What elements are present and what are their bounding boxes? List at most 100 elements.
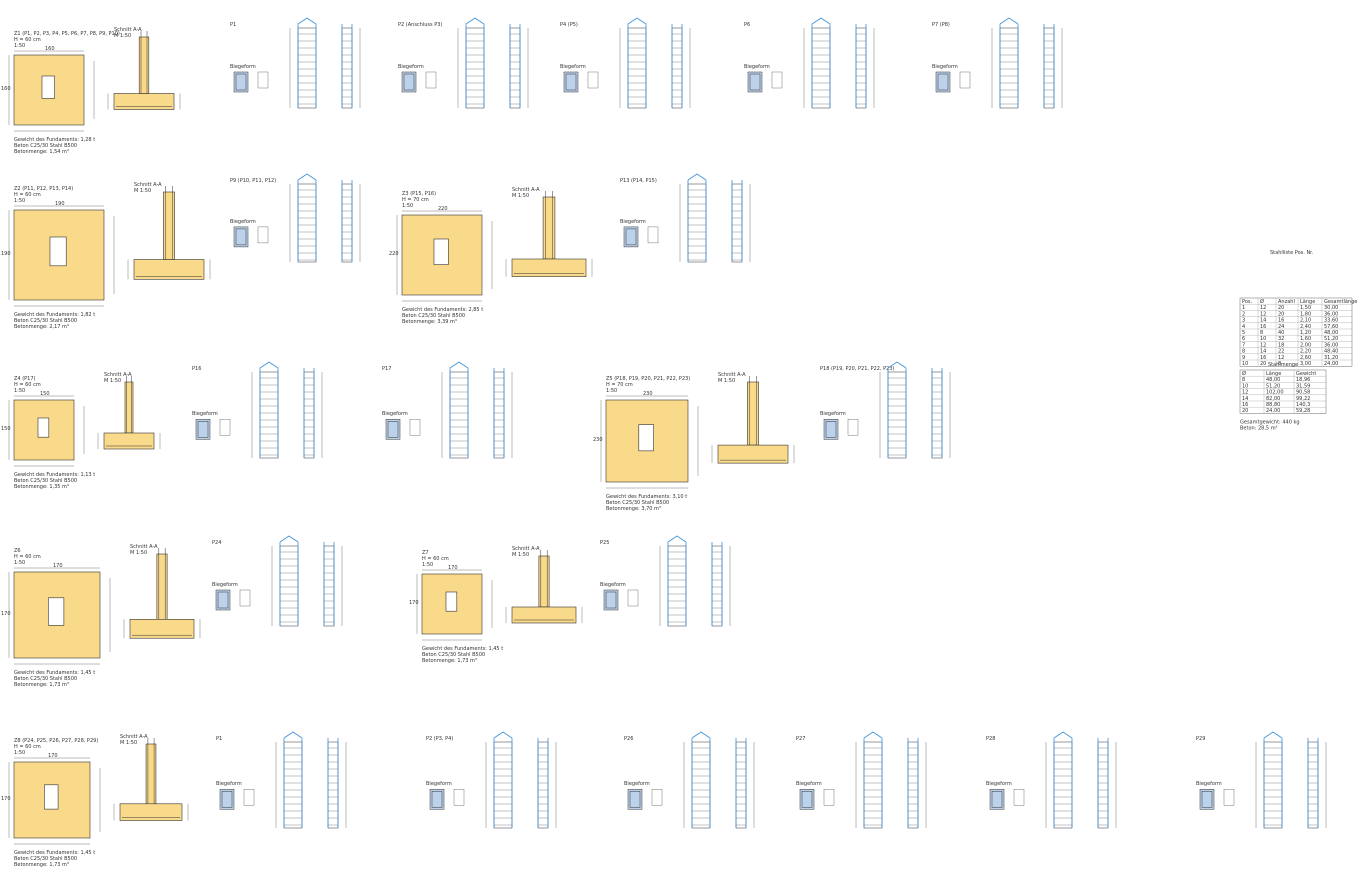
table-cell: 1,60	[1300, 336, 1311, 342]
foundation-note: Beton C25/30 Stahl B500	[14, 318, 77, 324]
column-cross-section	[385, 419, 401, 440]
hook-line	[811, 17, 831, 25]
stirrup-shape	[651, 789, 663, 806]
column-cross-section	[603, 589, 619, 611]
stirrup	[221, 791, 233, 808]
foundation-note: Beton C25/30 Stahl B500	[402, 313, 465, 319]
stirrup	[605, 591, 617, 609]
column-outline	[48, 597, 65, 626]
table-cell: 30,00	[1324, 305, 1338, 311]
foundation-note: Betonmenge: 1,35 m³	[14, 484, 69, 490]
table-cell: 18,96	[1296, 377, 1310, 383]
footing-section	[511, 606, 577, 624]
column-outline	[37, 417, 50, 438]
table-cell: 88,80	[1266, 402, 1280, 408]
table-cell: 8	[1242, 377, 1245, 383]
column-cross-section	[233, 71, 249, 93]
table-cell: 32	[1278, 336, 1284, 342]
stirrup	[235, 228, 247, 246]
section-scale: M 1:50	[512, 193, 529, 199]
table-cell: 31,59	[1296, 383, 1310, 389]
foundation-note: Beton C25/30 Stahl B500	[422, 652, 485, 658]
table-cell: 59,28	[1296, 408, 1310, 414]
plan-width-label: 220	[438, 206, 448, 212]
table-cell: 2,20	[1300, 349, 1311, 355]
foundation-note: Betonmenge: 1,73 m³	[14, 862, 69, 868]
bending-label: Biegeform	[192, 411, 218, 417]
table-header: Anzahl	[1278, 299, 1295, 305]
table-cell: 10	[1242, 361, 1248, 367]
column-label: P29	[1196, 736, 1205, 742]
foundation-scale: 1:50	[606, 388, 617, 394]
column-stem	[163, 191, 175, 260]
reinforcement-cage-side	[323, 545, 335, 627]
stirrup	[749, 73, 761, 91]
plan-height-label: 150	[1, 426, 11, 432]
column-cross-section	[627, 789, 643, 810]
table-cell: 22	[1278, 349, 1284, 355]
stirrup-shape	[1223, 789, 1235, 806]
table-cell: 90,58	[1296, 390, 1310, 396]
column-outline	[44, 784, 59, 810]
column-cross-section	[989, 789, 1005, 810]
summary-table: Stahlmenge Ø Länge Gewicht 8 48,00 18,96 10 51,2…	[1239, 362, 1327, 431]
foundation-note: Gewicht des Fundaments: 1,28 t	[14, 137, 95, 143]
bending-label: Biegeform	[382, 411, 408, 417]
column-c15: P26 Biegeform	[624, 731, 755, 829]
column-label: P26	[624, 736, 633, 742]
hook-line	[627, 17, 647, 25]
foundation-scale: 1:50	[402, 203, 413, 209]
table-cell: 31,20	[1324, 355, 1338, 361]
stirrup	[625, 228, 637, 246]
bending-label: Biegeform	[600, 582, 626, 588]
plan-width-label: 160	[45, 46, 55, 52]
column-outline	[49, 236, 67, 267]
plan-height-label: 220	[389, 251, 399, 257]
foundation-note: Betonmenge: 1,73 m³	[14, 682, 69, 688]
column-cross-section	[215, 589, 231, 611]
table-cell: 24,00	[1324, 361, 1338, 367]
foundation-f3: Z3 (P15, P16)H = 70 cm1:50 220 220 Gewicht …	[389, 187, 593, 325]
column-c17: P28 Biegeform	[986, 731, 1117, 829]
hook-line	[449, 361, 469, 369]
column-c14: P2 (P3, P4) Biegeform	[426, 731, 557, 829]
column-outline	[445, 591, 458, 612]
column-cross-section	[1199, 789, 1215, 810]
section-label: Schnitt A-A	[130, 544, 158, 550]
column-c6: P9 (P10, P11, P12) Biegeform	[230, 173, 361, 263]
column-stem	[124, 381, 134, 434]
column-cross-section	[823, 419, 839, 440]
column-cross-section	[623, 226, 639, 248]
table-cell: 12	[1260, 311, 1266, 317]
plan-width-label: 150	[40, 391, 50, 397]
hook-line	[667, 535, 687, 543]
table-cell: 10	[1242, 383, 1248, 389]
stirrup-shape	[647, 226, 659, 244]
table-cell: 18	[1278, 342, 1284, 348]
stirrup-shape	[257, 226, 269, 244]
stirrup	[197, 421, 209, 438]
table-cell: 82,00	[1266, 396, 1280, 402]
stirrup-shape	[219, 419, 231, 436]
stirrup-shape	[823, 789, 835, 806]
section-label: Schnitt A-A	[114, 27, 142, 33]
table-header: Pos.	[1242, 299, 1253, 305]
column-c3: P4 (P5) Biegeform	[560, 17, 691, 109]
foundation-note: Betonmenge: 1,73 m³	[422, 658, 477, 664]
table-cell: 8	[1278, 361, 1281, 367]
table-cell: 102,00	[1266, 390, 1284, 396]
stirrup-shape	[959, 71, 971, 89]
reinforcement-cage	[687, 183, 707, 263]
table-cell: 2	[1242, 311, 1245, 317]
foundation-subtitle: H = 70 cm	[402, 197, 429, 203]
table-cell: 51,20	[1324, 336, 1338, 342]
bending-label: Biegeform	[230, 219, 256, 225]
reinforcement-cage-side	[341, 27, 353, 109]
table-cell: 16	[1260, 355, 1266, 361]
foundation-subtitle: H = 60 cm	[14, 37, 41, 43]
column-cross-section	[401, 71, 417, 93]
column-label: P28	[986, 736, 995, 742]
foundation-note: Gewicht des Fundaments: 1,82 t	[14, 312, 95, 318]
foundation-f1: Z1 (P1, P2, P3, P4, P5, P6, P7, P8, P9, …	[1, 27, 181, 155]
table-cell: 1,20	[1300, 330, 1311, 336]
